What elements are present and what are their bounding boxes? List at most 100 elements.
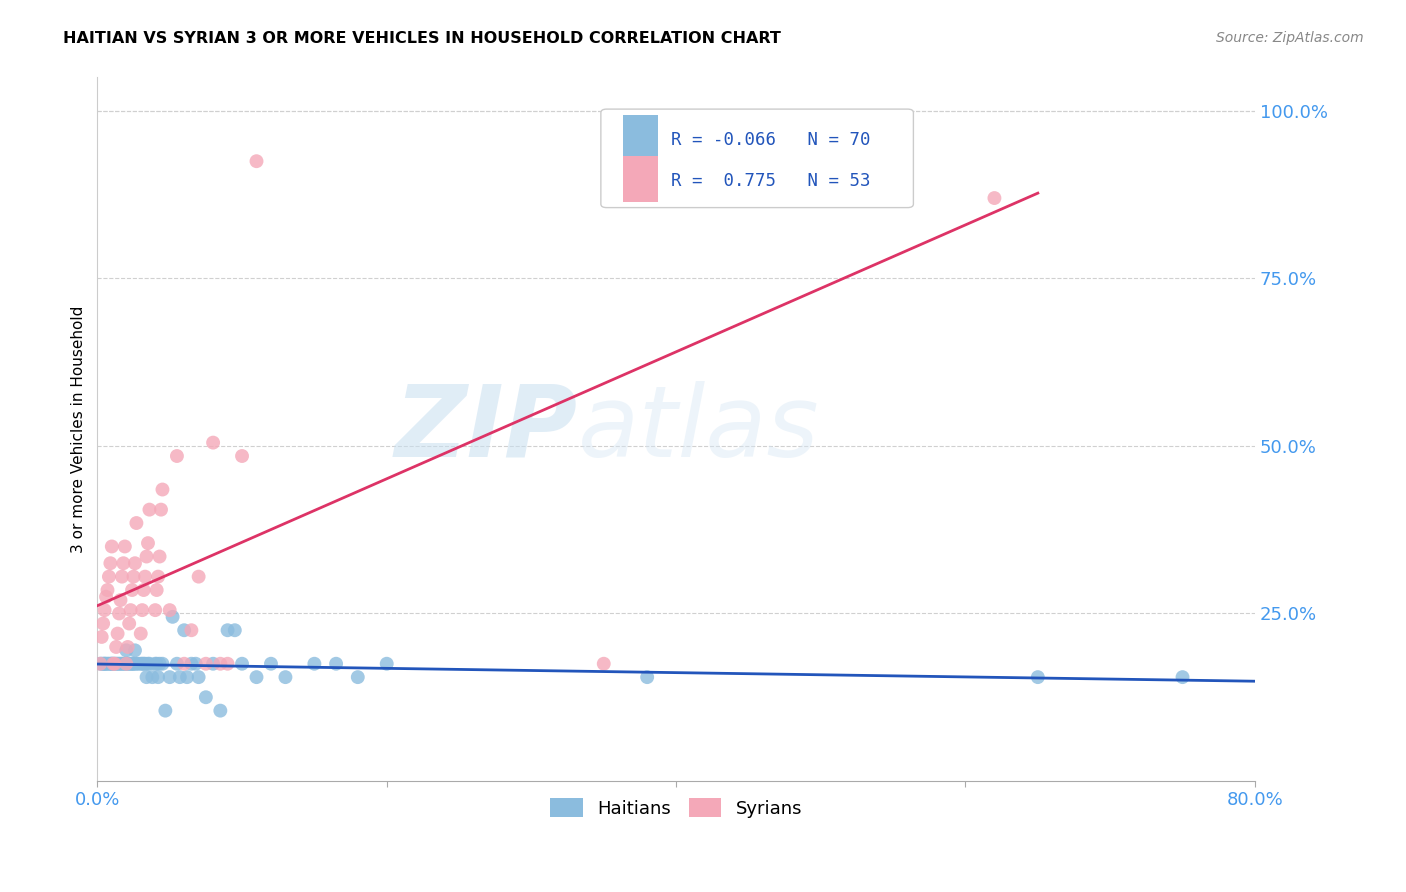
Point <box>146 569 169 583</box>
Point <box>101 657 124 671</box>
Point <box>636 670 658 684</box>
Point <box>202 435 225 450</box>
Point <box>107 657 129 671</box>
Point <box>145 582 167 597</box>
Point <box>180 657 202 671</box>
Point <box>89 657 111 671</box>
Point <box>93 657 115 671</box>
Point <box>150 502 173 516</box>
Point <box>159 603 181 617</box>
Point <box>124 556 146 570</box>
Point <box>983 191 1005 205</box>
Point <box>231 449 253 463</box>
Y-axis label: 3 or more Vehicles in Household: 3 or more Vehicles in Household <box>72 306 86 553</box>
Point <box>114 657 136 671</box>
Point <box>104 657 127 671</box>
Point <box>100 657 122 671</box>
Point <box>176 670 198 684</box>
Point <box>173 624 195 638</box>
Point <box>108 607 131 621</box>
Point <box>224 624 246 638</box>
Point <box>136 536 159 550</box>
Point <box>120 657 142 671</box>
Point <box>159 670 181 684</box>
Point <box>120 603 142 617</box>
Point <box>169 670 191 684</box>
Point <box>115 643 138 657</box>
Point <box>110 657 132 671</box>
Point <box>187 670 209 684</box>
Point <box>260 657 283 671</box>
Point <box>146 670 169 684</box>
Point <box>129 626 152 640</box>
Point <box>91 616 114 631</box>
Point <box>124 643 146 657</box>
Point <box>94 590 117 604</box>
Point <box>375 657 398 671</box>
Point <box>184 657 207 671</box>
Point <box>155 704 177 718</box>
Point <box>96 657 118 671</box>
Point <box>162 610 184 624</box>
Point <box>148 657 170 671</box>
Point <box>103 657 125 671</box>
Point <box>131 657 153 671</box>
Point <box>101 657 124 671</box>
Point <box>114 540 136 554</box>
Point <box>187 569 209 583</box>
Point <box>117 657 139 671</box>
Point <box>129 657 152 671</box>
Point <box>121 657 143 671</box>
Point <box>115 657 138 671</box>
FancyBboxPatch shape <box>623 156 658 202</box>
Point <box>194 690 217 705</box>
Point <box>152 657 174 671</box>
Point <box>105 657 128 671</box>
Point <box>97 569 120 583</box>
Point <box>148 549 170 564</box>
Text: R = -0.066   N = 70: R = -0.066 N = 70 <box>672 131 870 149</box>
Text: Source: ZipAtlas.com: Source: ZipAtlas.com <box>1216 31 1364 45</box>
Point <box>166 657 188 671</box>
Point <box>346 670 368 684</box>
Point <box>117 640 139 654</box>
Point <box>217 624 239 638</box>
Point <box>122 569 145 583</box>
Point <box>134 569 156 583</box>
Point <box>90 630 112 644</box>
Point <box>125 657 148 671</box>
Point <box>93 603 115 617</box>
Point <box>121 582 143 597</box>
Point <box>103 657 125 671</box>
Point <box>110 593 132 607</box>
Point <box>592 657 614 671</box>
Point <box>112 657 135 671</box>
Point <box>112 556 135 570</box>
Point <box>166 449 188 463</box>
Point <box>141 670 163 684</box>
Point <box>122 657 145 671</box>
Point <box>125 516 148 530</box>
Point <box>304 657 326 671</box>
Point <box>97 657 120 671</box>
Text: ZIP: ZIP <box>395 381 578 478</box>
Point <box>1026 670 1049 684</box>
Point <box>127 657 149 671</box>
Point <box>91 657 114 671</box>
Point <box>111 569 134 583</box>
Point <box>810 168 832 182</box>
Point <box>138 502 160 516</box>
Point <box>135 670 157 684</box>
Text: atlas: atlas <box>578 381 820 478</box>
Point <box>118 616 141 631</box>
Point <box>202 657 225 671</box>
Legend: Haitians, Syrians: Haitians, Syrians <box>543 791 810 825</box>
Point <box>131 603 153 617</box>
Point <box>94 657 117 671</box>
Point <box>115 657 138 671</box>
Point <box>122 657 145 671</box>
Point <box>152 483 174 497</box>
Point <box>132 582 155 597</box>
Point <box>245 670 267 684</box>
Point <box>231 657 253 671</box>
